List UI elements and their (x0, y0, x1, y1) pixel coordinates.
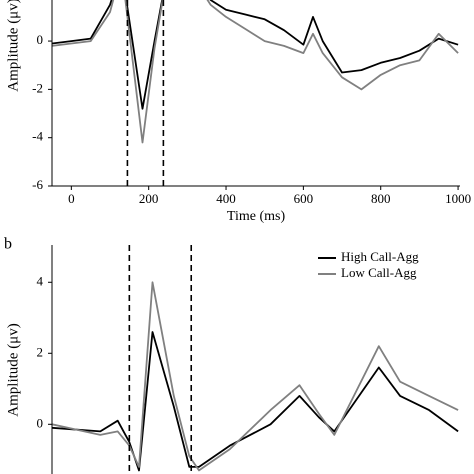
plot-area (52, 0, 459, 144)
y-tick-label: 0 (37, 415, 44, 430)
plot-area (52, 281, 459, 472)
y-axis-label: Amplitude (μv) (5, 0, 21, 92)
legend-label: High Call-Agg (341, 249, 419, 264)
y-tick-label: 0 (37, 32, 44, 47)
panel-label: b (4, 236, 12, 253)
x-tick-label: 800 (371, 191, 391, 206)
series-line (52, 0, 459, 144)
x-tick-label: 0 (68, 191, 75, 206)
legend-label: Low Call-Agg (341, 265, 417, 280)
series-line (52, 331, 459, 472)
x-tick-label: 200 (139, 191, 159, 206)
y-tick-label: 4 (37, 273, 44, 288)
y-axis-label: Amplitude (μv) (5, 323, 21, 416)
y-tick-label: -4 (32, 129, 43, 144)
y-tick-label: -2 (32, 80, 43, 95)
series-line (52, 281, 459, 472)
series-line (52, 0, 459, 110)
x-tick-label: 600 (294, 191, 314, 206)
y-tick-label: -6 (32, 177, 43, 192)
x-axis-label: Time (ms) (227, 209, 286, 224)
x-tick-label: 400 (216, 191, 236, 206)
x-tick-label: 1000 (445, 191, 471, 206)
y-tick-label: 2 (37, 344, 44, 359)
